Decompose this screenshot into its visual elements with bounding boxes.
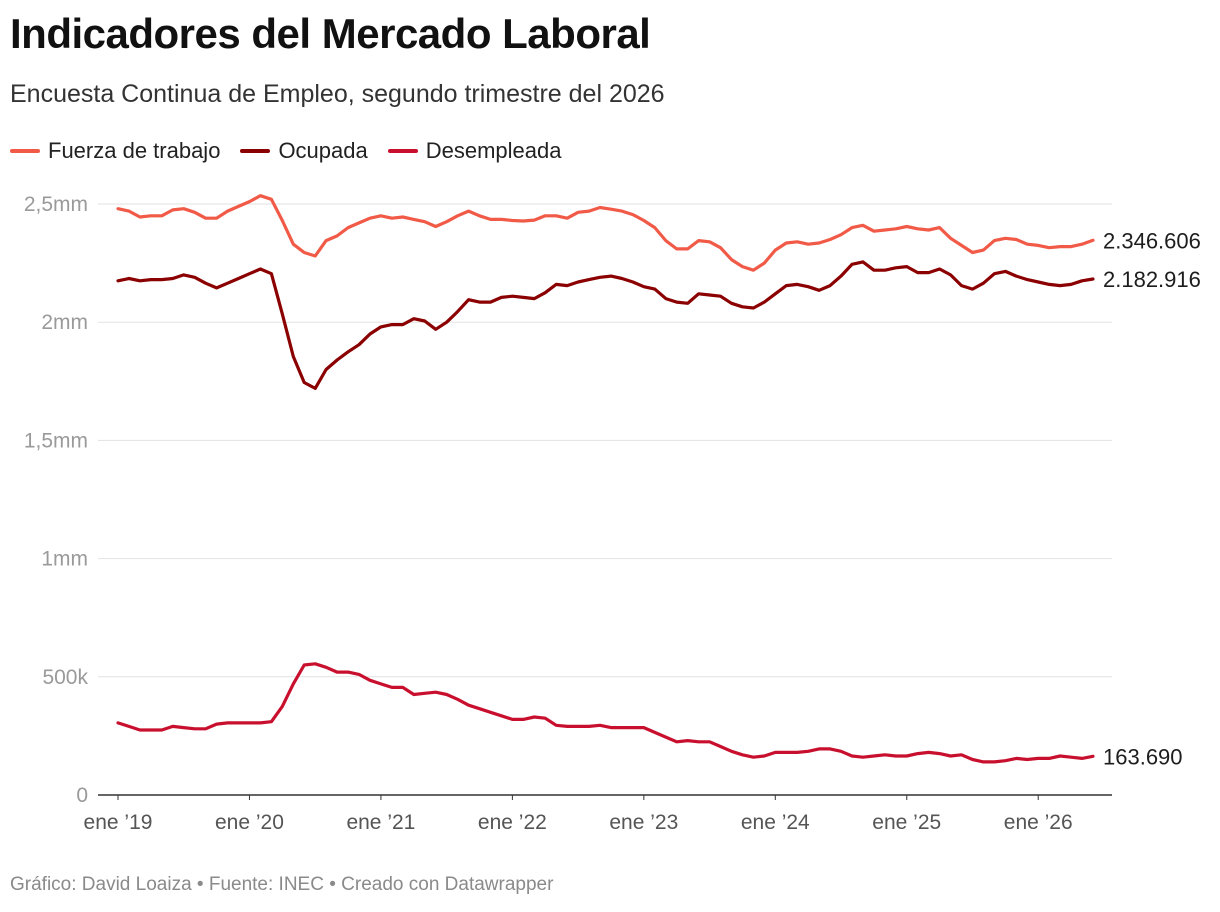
- series-end-label: 163.690: [1103, 744, 1183, 769]
- y-tick-label: 2mm: [41, 311, 88, 334]
- series-line-1: [116, 260, 1095, 390]
- x-tick-label: ene ’23: [609, 811, 678, 834]
- legend-swatch: [387, 149, 418, 153]
- series-line-0: [116, 194, 1095, 272]
- legend-item: Fuerza de trabajo: [10, 138, 220, 164]
- x-tick-label: ene ’26: [1004, 811, 1073, 834]
- legend-label: Desempleada: [425, 138, 562, 163]
- y-tick-label: 0: [76, 784, 88, 807]
- x-tick-label: ene ’21: [346, 811, 415, 834]
- legend-swatch: [10, 149, 40, 153]
- x-tick-label: ene ’22: [478, 811, 547, 834]
- line-chart: 0 500k 1mm 1,5mm 2mm 2,5mm ene ’19 ene ’20 ene ’…: [24, 193, 1201, 834]
- y-tick-label: 2,5mm: [24, 193, 88, 216]
- y-tick-label: 1mm: [41, 548, 88, 571]
- series-line-2: [116, 662, 1095, 764]
- chart-legend: Fuerza de trabajo Ocupada Desempleada: [10, 138, 581, 164]
- x-tick-label: ene ’19: [84, 811, 153, 834]
- legend-label: Ocupada: [278, 138, 368, 163]
- legend-item: Ocupada: [240, 138, 368, 164]
- x-tick-label: ene ’20: [215, 811, 284, 834]
- chart-footer-credit: Gráfico: David Loaiza • Fuente: INEC • C…: [10, 874, 554, 895]
- legend-swatch: [240, 149, 271, 153]
- y-tick-label: 500k: [42, 666, 88, 689]
- y-tick-label: 1,5mm: [24, 429, 88, 452]
- x-tick-label: ene ’24: [741, 811, 810, 834]
- chart-title: Indicadores del Mercado Laboral: [10, 10, 651, 57]
- x-tick-label: ene ’25: [872, 811, 941, 834]
- series-end-label: 2.182.916: [1103, 267, 1201, 292]
- legend-label: Fuerza de trabajo: [48, 138, 221, 163]
- legend-item: Desempleada: [387, 138, 562, 164]
- series-end-label: 2.346.606: [1103, 228, 1201, 253]
- chart-subtitle: Encuesta Continua de Empleo, segundo tri…: [10, 80, 665, 108]
